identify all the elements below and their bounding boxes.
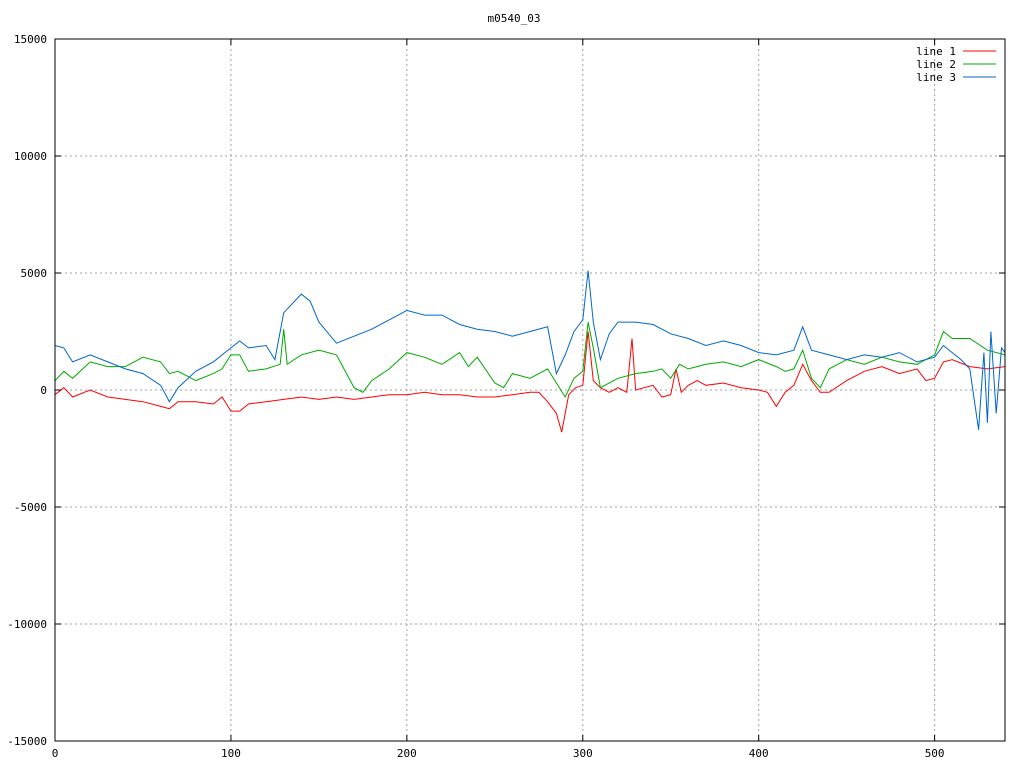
y-tick-label: 5000 bbox=[21, 267, 48, 280]
y-tick-label: -5000 bbox=[14, 501, 47, 514]
series-line-1 bbox=[54, 331, 1006, 433]
plot-area bbox=[54, 270, 1006, 433]
series-line-3 bbox=[54, 270, 1006, 430]
grid bbox=[55, 39, 1005, 741]
legend-label: line 3 bbox=[916, 71, 956, 84]
legend-label: line 2 bbox=[916, 58, 956, 71]
series-line-2 bbox=[54, 322, 1006, 399]
x-tick-label: 400 bbox=[749, 747, 769, 760]
y-tick-label: 0 bbox=[40, 384, 47, 397]
x-tick-label: 200 bbox=[397, 747, 417, 760]
y-tick-label: -10000 bbox=[7, 618, 47, 631]
y-tick-label: -15000 bbox=[7, 735, 47, 748]
chart-title: m0540_03 bbox=[488, 12, 541, 25]
axis-ticks: 0 100 200 300 400 500 -15000 -10000 -5000 0 5000 10… bbox=[7, 33, 1005, 760]
legend-label: line 1 bbox=[916, 45, 956, 58]
y-tick-label: 10000 bbox=[14, 150, 47, 163]
x-tick-label: 100 bbox=[221, 747, 241, 760]
x-tick-label: 300 bbox=[573, 747, 593, 760]
x-tick-label: 500 bbox=[925, 747, 945, 760]
y-tick-label: 15000 bbox=[14, 33, 47, 46]
x-tick-label: 0 bbox=[52, 747, 59, 760]
